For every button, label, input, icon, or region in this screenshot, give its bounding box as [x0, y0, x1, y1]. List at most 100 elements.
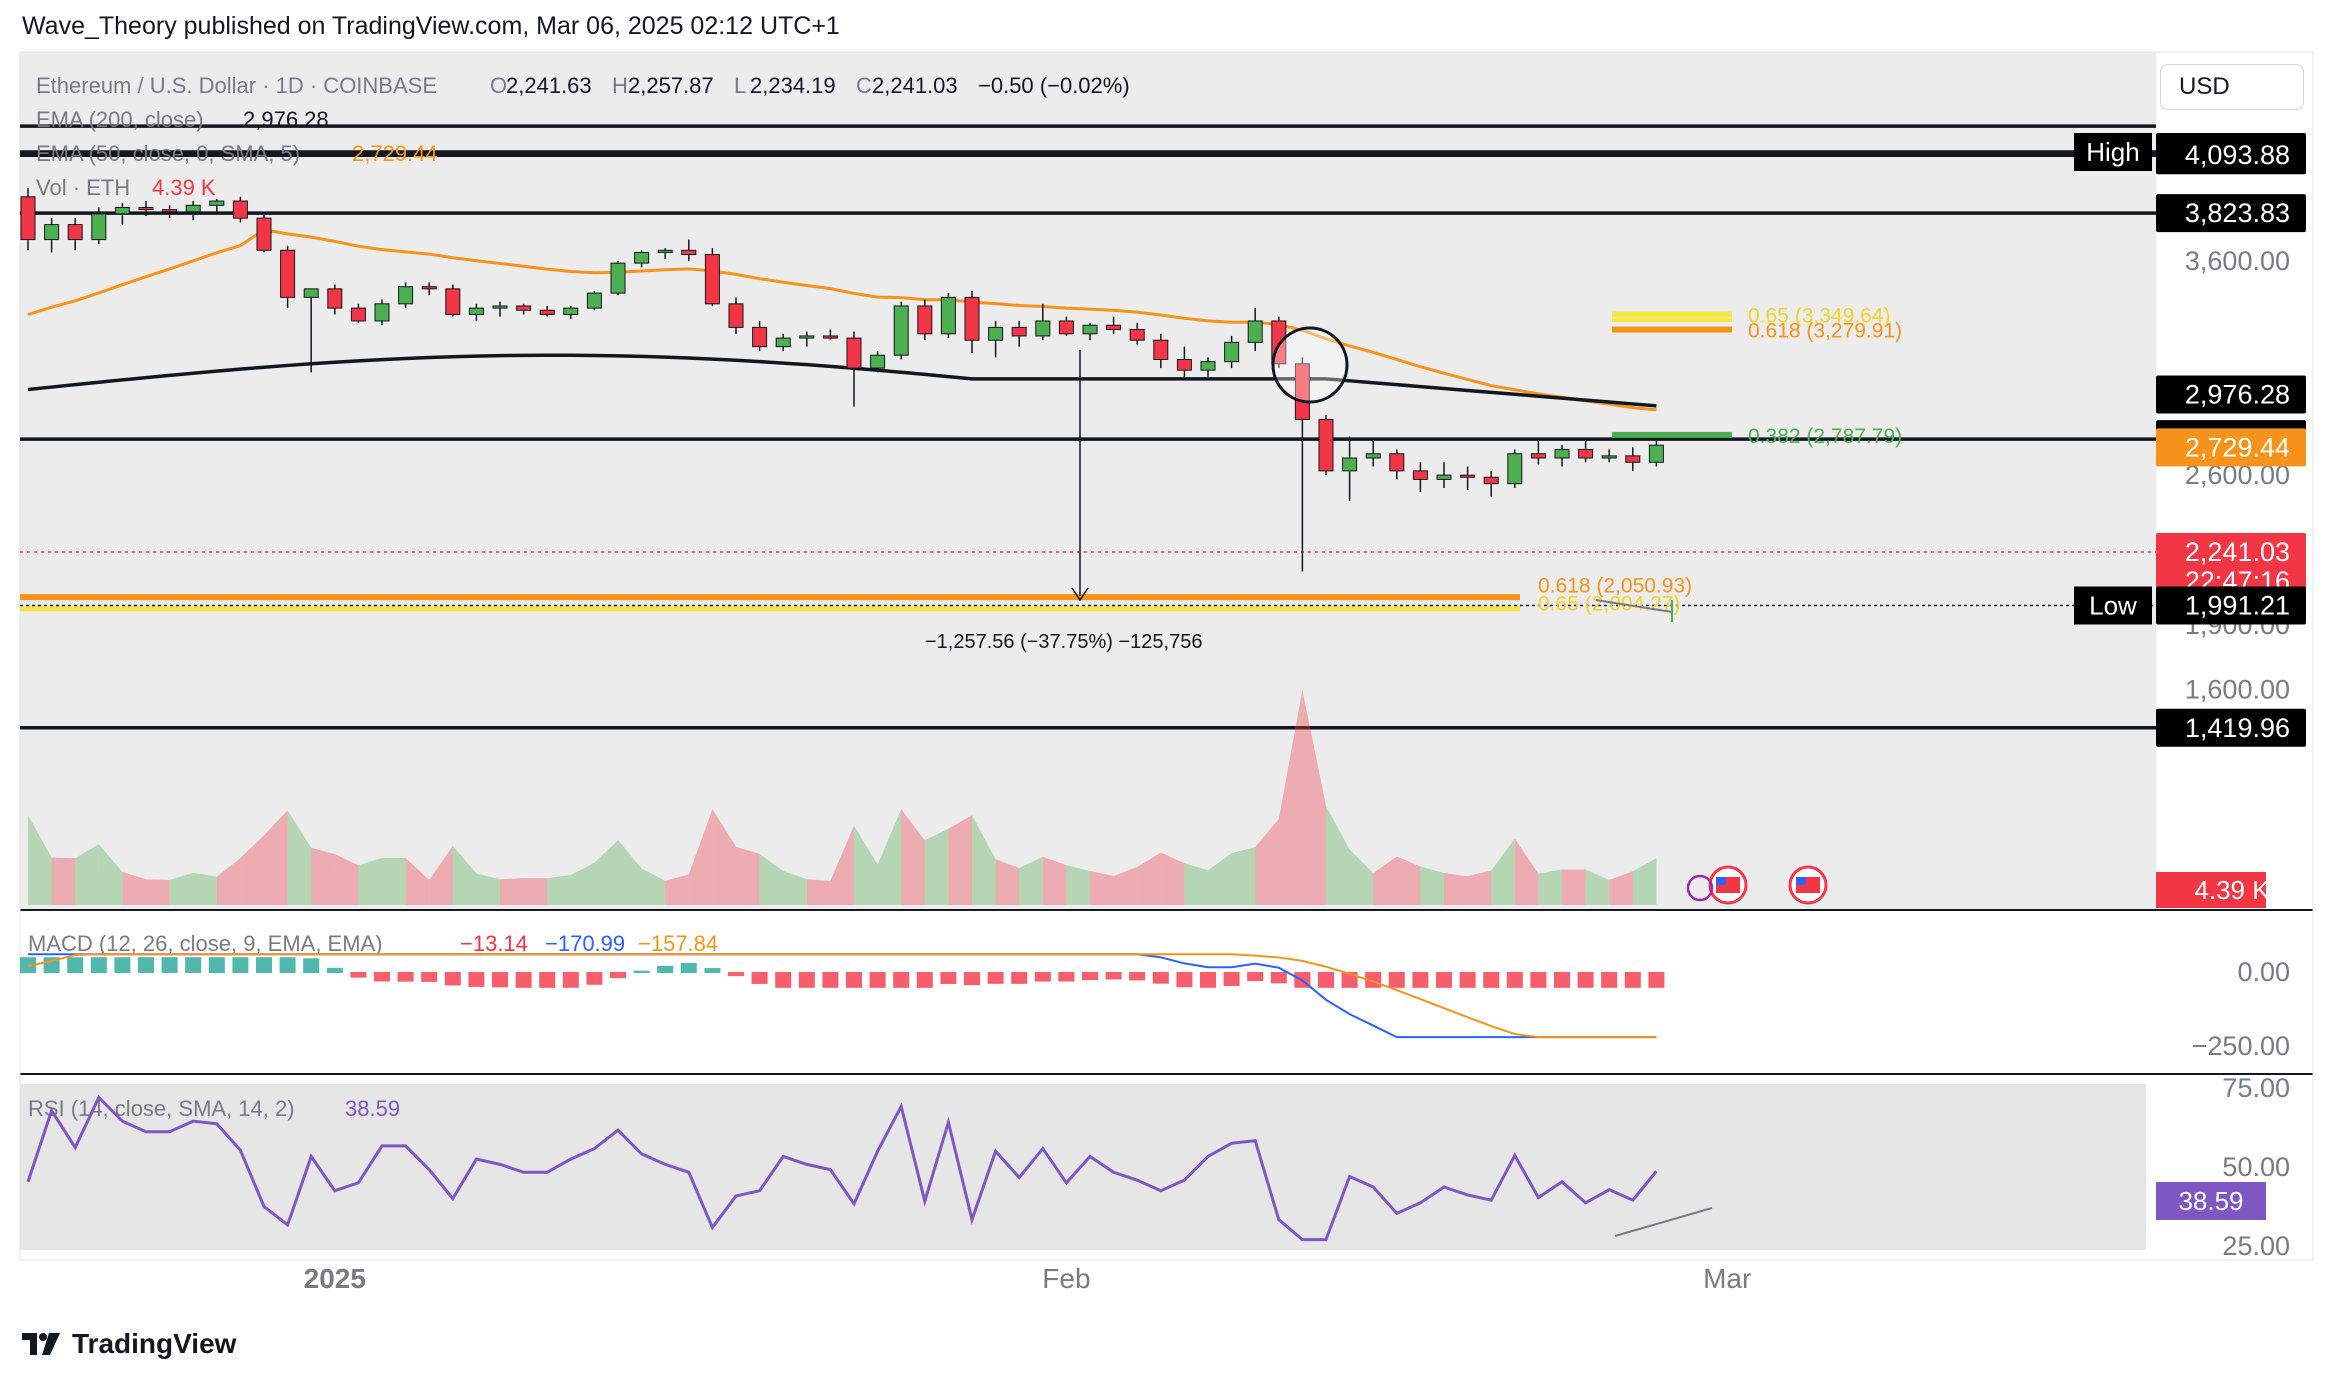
candle-body	[1389, 453, 1405, 472]
ema200-line	[27, 353, 1657, 408]
candle-body	[327, 288, 343, 309]
macd-histogram-bar	[397, 972, 414, 982]
volume-area-segment	[972, 815, 996, 905]
macd-histogram-bar	[326, 967, 343, 973]
candle-body	[704, 254, 720, 305]
candle-body	[1247, 320, 1263, 343]
candle-body	[681, 249, 697, 256]
rsi-line	[26, 1094, 1658, 1242]
macd-histogram-bar	[256, 957, 272, 973]
volume-area-segment	[28, 815, 52, 905]
chart-frame	[19, 51, 2314, 1261]
macd-label: MACD (12, 26, close, 9, EMA, EMA)	[28, 931, 383, 956]
volume-area-segment	[1090, 871, 1114, 905]
candle-body	[563, 307, 579, 316]
macd-value: −170.99	[545, 931, 625, 956]
price-badge	[2156, 428, 2306, 467]
candle-body	[232, 200, 248, 219]
volume-area-segment	[1396, 856, 1421, 905]
volume-area-segment	[405, 858, 430, 905]
candle-body	[964, 296, 980, 341]
macd-histogram-bar	[1105, 972, 1122, 980]
macd-histogram-bar	[468, 972, 485, 987]
macd-histogram-bar	[680, 962, 697, 973]
ema200-value: 2,976.28	[243, 107, 329, 132]
volume-area-segment	[641, 868, 666, 905]
highlight-circle	[1271, 326, 1349, 404]
macd-histogram-bar	[562, 972, 579, 988]
volume-area-segment	[877, 809, 902, 905]
volume-area-segment	[1420, 866, 1444, 905]
volume-label: Vol · ETH	[36, 175, 130, 200]
ohlc-key: H	[612, 73, 628, 98]
candle-body	[44, 224, 60, 241]
candle-body	[634, 251, 650, 264]
volume-area-segment	[854, 825, 878, 905]
macd-histogram-bar	[208, 957, 225, 973]
candle-body	[1318, 418, 1334, 472]
macd-histogram-bar	[751, 972, 768, 984]
candle-body	[1082, 324, 1098, 335]
fib-label: 0.618 (3,279.91)	[1748, 320, 1902, 343]
volume-area-segment	[1137, 852, 1161, 905]
macd-histogram-bar	[1247, 972, 1264, 982]
fib-label: 0.618 (2,050.93)	[1538, 574, 1692, 597]
candle-body	[1483, 476, 1499, 485]
volume-area-segment	[1113, 867, 1138, 905]
ohlc-key: C	[856, 73, 872, 98]
price-change: −0.50 (−0.02%)	[978, 73, 1130, 98]
volume-area-segment	[1278, 690, 1303, 905]
macd-histogram-bar	[1152, 972, 1169, 984]
macd-histogram-bar	[1577, 972, 1594, 988]
volume-area-segment	[287, 810, 312, 905]
volume-area-segment	[1514, 838, 1539, 905]
volume-area-segment	[1632, 858, 1657, 905]
fib-target-box	[1612, 326, 1732, 333]
candle-body	[1153, 339, 1169, 360]
candle-body	[1648, 444, 1664, 463]
candle-body	[1176, 358, 1192, 371]
macd-histogram-bar	[114, 957, 131, 973]
macd-histogram-bar	[964, 972, 980, 986]
volume-area-segment	[806, 879, 831, 905]
macd-histogram-bar	[1176, 972, 1193, 988]
volume-area-segment	[1208, 853, 1232, 905]
volume-area-segment	[901, 809, 925, 905]
rsi-badge-label: 38.59	[2178, 1186, 2243, 1216]
volume-area-segment	[358, 858, 382, 905]
price-badge	[2156, 194, 2306, 233]
price-badge	[2156, 586, 2306, 625]
candle-body	[1554, 448, 1570, 459]
volume-area-segment	[216, 858, 241, 905]
macd-histogram-bar	[916, 972, 933, 988]
candle-body	[1011, 326, 1027, 337]
volume-area-segment	[1160, 852, 1185, 905]
volume-area-segment	[1467, 870, 1492, 905]
currency-button[interactable]: USD	[2160, 64, 2304, 110]
volume-area-segment	[452, 845, 477, 905]
macd-histogram-bar	[138, 957, 154, 973]
volume-area-segment	[523, 878, 548, 905]
macd-histogram-bar	[1624, 972, 1641, 988]
volume-area-segment	[1373, 856, 1397, 905]
price-badge	[2156, 375, 2306, 414]
measure-label: −1,257.56 (−37.75%) −125,756	[925, 631, 1202, 653]
volume-area-segment	[1019, 856, 1043, 905]
macd-histogram-bar	[1223, 972, 1240, 987]
volume-area-segment	[1184, 863, 1208, 905]
ohlc-value: 2,241.63	[506, 73, 592, 98]
volume-area-segment	[1066, 865, 1090, 905]
macd-histogram-bar	[846, 972, 862, 988]
rsi-band	[20, 1084, 2146, 1250]
macd-histogram-bar	[515, 972, 532, 988]
flag-canton	[1796, 877, 1806, 885]
tradingview-footer: TradingView	[22, 1328, 236, 1360]
tradingview-logo-icon	[22, 1333, 62, 1355]
ohlc-value: 2,257.87	[628, 73, 714, 98]
macd-signal-line	[27, 953, 1657, 1039]
macd-histogram-bar	[1200, 972, 1216, 988]
volume-area-segment	[98, 844, 123, 905]
volume-area-segment	[712, 809, 736, 905]
rsi-tick-label: 25.00	[2222, 1231, 2290, 1261]
